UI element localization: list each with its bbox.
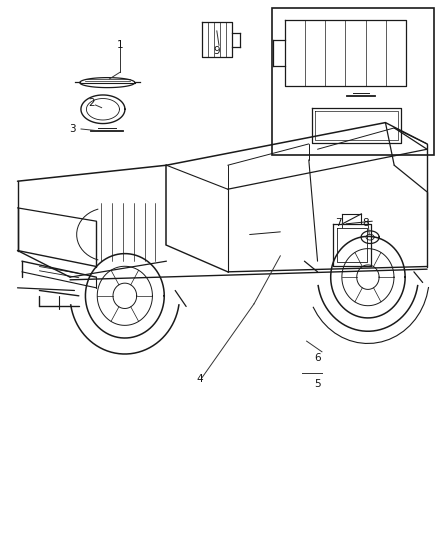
Text: 7: 7 (335, 218, 342, 228)
Text: 1: 1 (117, 41, 124, 50)
Bar (272, 8, 434, 155)
Text: 4: 4 (196, 375, 203, 384)
Text: 2: 2 (88, 98, 95, 108)
Text: 6: 6 (314, 353, 321, 363)
Text: 8: 8 (362, 218, 369, 228)
Text: 3: 3 (69, 124, 76, 134)
Text: 9: 9 (213, 46, 220, 55)
Text: 5: 5 (314, 379, 321, 389)
